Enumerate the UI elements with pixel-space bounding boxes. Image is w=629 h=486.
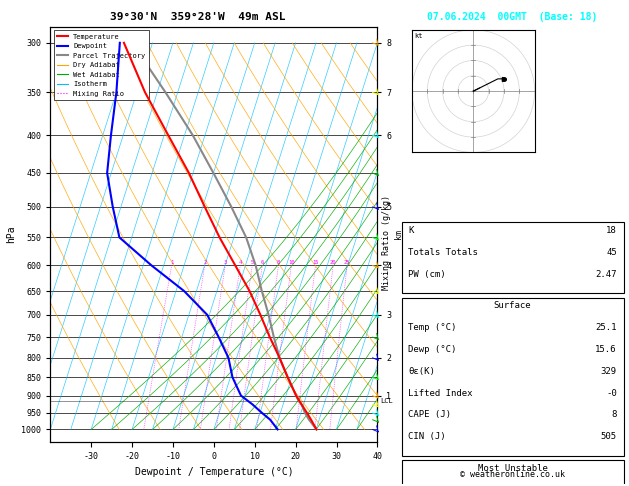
X-axis label: Dewpoint / Temperature (°C): Dewpoint / Temperature (°C) — [135, 467, 293, 477]
Bar — [402, 222, 623, 293]
Text: Totals Totals: Totals Totals — [408, 248, 478, 257]
Text: 2.47: 2.47 — [595, 270, 617, 278]
Text: 07.06.2024  00GMT  (Base: 18): 07.06.2024 00GMT (Base: 18) — [428, 12, 598, 22]
Text: 45: 45 — [606, 248, 617, 257]
Text: 18: 18 — [606, 226, 617, 235]
Bar — [402, 298, 623, 456]
Bar — [402, 460, 623, 486]
Text: 8: 8 — [277, 260, 280, 265]
Text: CIN (J): CIN (J) — [408, 432, 446, 441]
Text: 4: 4 — [238, 260, 242, 265]
Legend: Temperature, Dewpoint, Parcel Trajectory, Dry Adiabat, Wet Adiabat, Isotherm, Mi: Temperature, Dewpoint, Parcel Trajectory… — [54, 30, 149, 100]
Text: Mixing Ratio (g/kg): Mixing Ratio (g/kg) — [382, 195, 391, 291]
Text: Lifted Index: Lifted Index — [408, 389, 473, 398]
Text: 10: 10 — [288, 260, 294, 265]
Text: 25: 25 — [344, 260, 350, 265]
Text: 505: 505 — [601, 432, 617, 441]
Y-axis label: km
ASL: km ASL — [394, 227, 414, 242]
Text: 2: 2 — [203, 260, 206, 265]
Y-axis label: hPa: hPa — [6, 226, 16, 243]
Text: 1: 1 — [170, 260, 173, 265]
Text: 6: 6 — [260, 260, 264, 265]
Text: 39°30'N  359°28'W  49m ASL: 39°30'N 359°28'W 49m ASL — [110, 12, 286, 22]
Text: CAPE (J): CAPE (J) — [408, 410, 452, 419]
Text: kt: kt — [415, 34, 423, 39]
Text: K: K — [408, 226, 414, 235]
Text: © weatheronline.co.uk: © weatheronline.co.uk — [460, 470, 565, 479]
Text: 20: 20 — [330, 260, 337, 265]
Text: Most Unstable: Most Unstable — [477, 464, 548, 473]
Text: 25.1: 25.1 — [595, 323, 617, 332]
Text: θε(K): θε(K) — [408, 367, 435, 376]
Text: 5: 5 — [251, 260, 254, 265]
Text: 329: 329 — [601, 367, 617, 376]
Text: -0: -0 — [606, 389, 617, 398]
Text: 3: 3 — [224, 260, 227, 265]
Text: 15: 15 — [312, 260, 319, 265]
Text: LCL: LCL — [381, 398, 393, 404]
Text: Dewp (°C): Dewp (°C) — [408, 345, 457, 354]
Text: 15.6: 15.6 — [595, 345, 617, 354]
Text: Surface: Surface — [494, 301, 532, 311]
Text: 8: 8 — [611, 410, 617, 419]
Text: Temp (°C): Temp (°C) — [408, 323, 457, 332]
Text: PW (cm): PW (cm) — [408, 270, 446, 278]
